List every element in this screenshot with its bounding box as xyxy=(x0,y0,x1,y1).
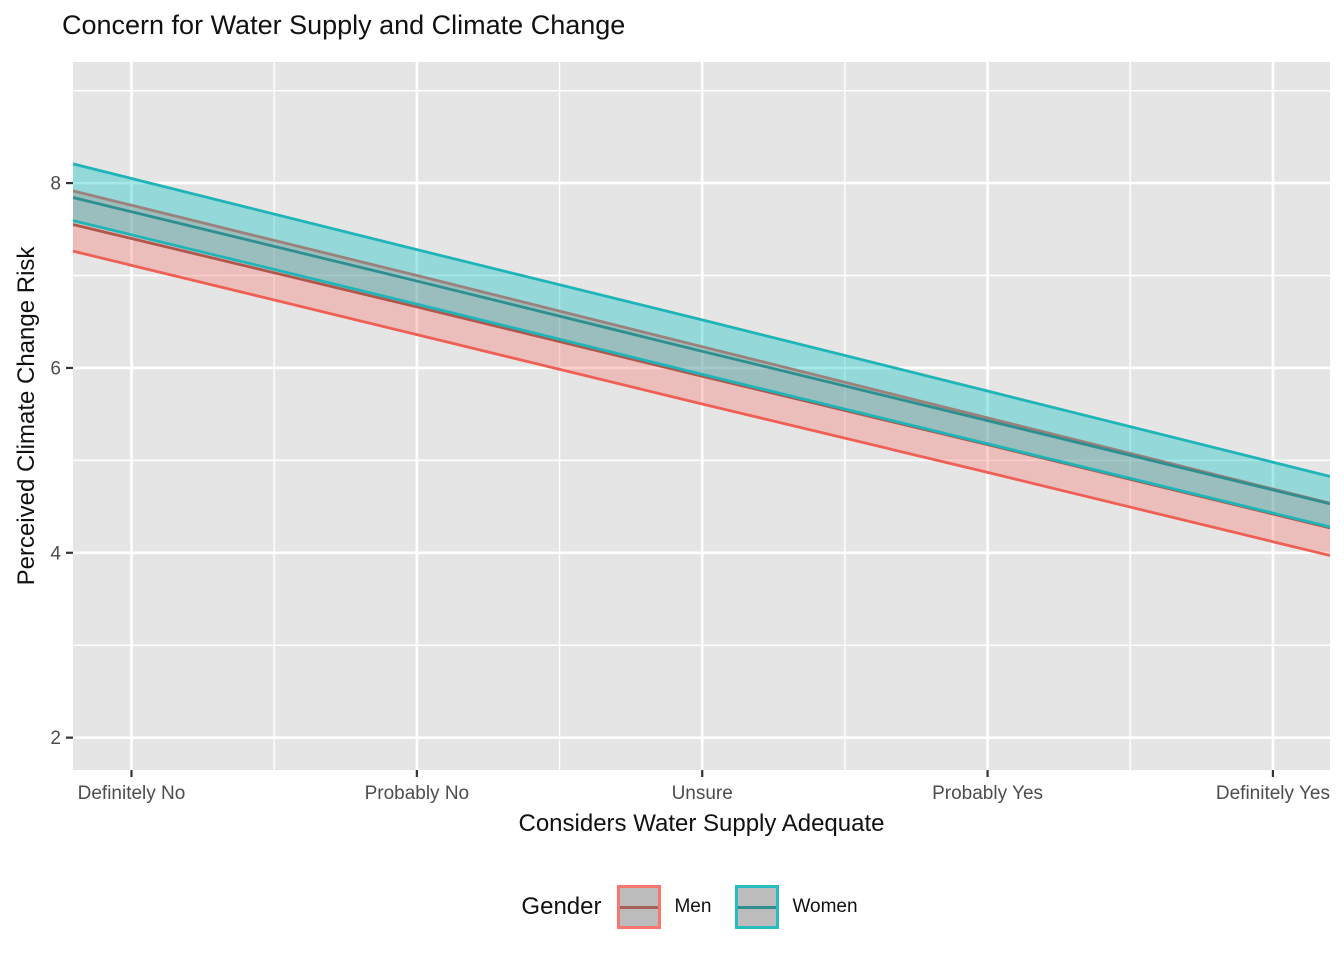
legend-label-women: Women xyxy=(792,896,858,917)
legend-item-men[interactable]: Men xyxy=(617,885,711,929)
y-tick-label: 4 xyxy=(50,543,61,564)
y-tick-label: 6 xyxy=(50,358,61,379)
y-tick-label: 2 xyxy=(50,728,61,749)
series-layer xyxy=(73,162,1330,557)
x-axis-title: Considers Water Supply Adequate xyxy=(518,810,885,837)
chart-title: Concern for Water Supply and Climate Cha… xyxy=(62,10,626,40)
legend-key-men-swatch xyxy=(617,885,662,929)
ci-upper-line-women xyxy=(73,162,1330,478)
x-tick-label: Probably No xyxy=(365,783,470,804)
legend-label-men: Men xyxy=(674,896,712,917)
legend-key-women-swatch xyxy=(735,885,780,929)
x-tick-label: Definitely Yes xyxy=(1216,783,1330,804)
legend-title: Gender xyxy=(521,893,602,920)
legend-key-women-line xyxy=(738,905,777,909)
legend-item-women[interactable]: Women xyxy=(735,885,858,929)
ci-ribbon-women xyxy=(73,163,1330,527)
x-tick-label: Unsure xyxy=(672,783,733,804)
x-tick-label: Probably Yes xyxy=(932,783,1043,804)
legend: Gender Men Women xyxy=(73,883,1330,931)
y-tick-label: 8 xyxy=(50,174,61,195)
ci-lower-line-men xyxy=(73,249,1330,557)
y-axis-title: Perceived Climate Change Risk xyxy=(13,246,40,586)
fit-line-women xyxy=(73,196,1330,506)
ci-lower-line-women xyxy=(73,219,1330,529)
x-tick-label: Definitely No xyxy=(78,783,186,804)
legend-key-men-line xyxy=(620,905,659,909)
